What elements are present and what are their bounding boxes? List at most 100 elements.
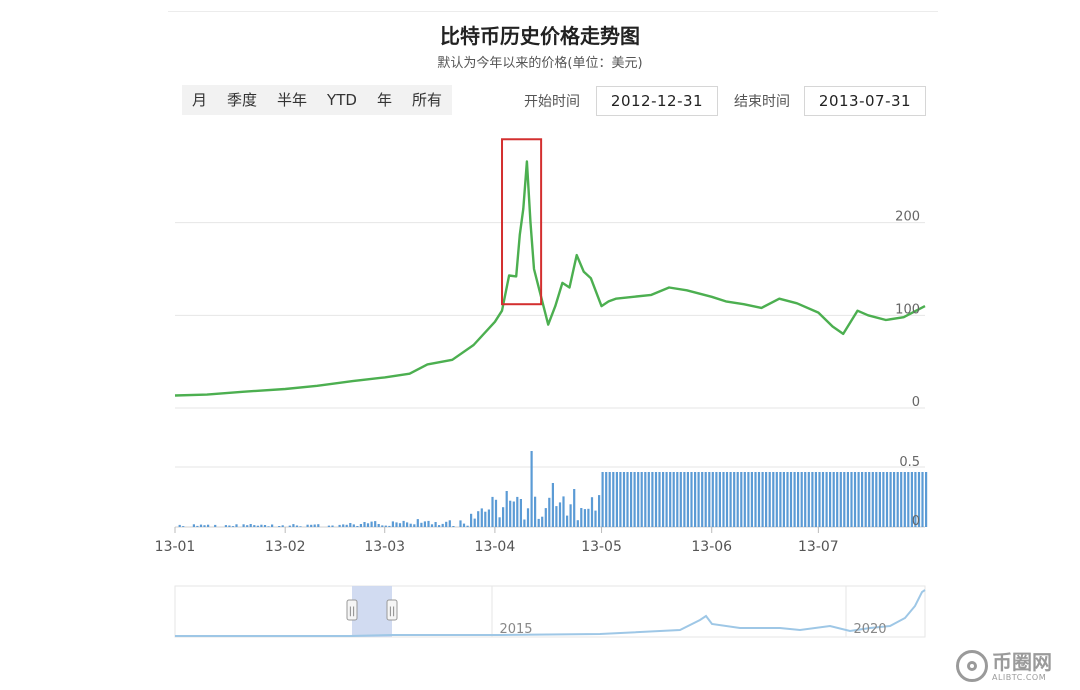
navigator-right-handle[interactable] (386, 599, 398, 621)
volume-bar (349, 523, 352, 527)
volume-bar (235, 524, 238, 527)
volume-bar (829, 472, 832, 527)
volume-bar (384, 525, 387, 527)
price-y-axis: 0 100 200 (895, 210, 920, 410)
range-selector: 月 季度 半年 YTD 年 所有 (182, 85, 452, 115)
volume-bar (288, 525, 291, 527)
x-tick-label: 13-07 (798, 539, 839, 555)
navigator-left-handle[interactable] (346, 599, 358, 621)
volume-bar (331, 525, 334, 527)
volume-bar (736, 472, 739, 527)
volume-bar (388, 525, 391, 527)
volume-bar (676, 472, 679, 527)
range-year-button[interactable]: 年 (376, 91, 392, 109)
volume-bar (313, 524, 316, 527)
volume-bar (406, 522, 409, 527)
volume-bar (704, 472, 707, 527)
volume-bar (299, 526, 302, 527)
volume-bar (555, 506, 558, 527)
volume-bar (427, 520, 430, 527)
volume-bar (512, 501, 515, 527)
range-all-button[interactable]: 所有 (411, 91, 442, 109)
volume-bar (271, 524, 274, 527)
price-gridlines (175, 222, 925, 409)
x-tick-label: 13-06 (691, 539, 732, 555)
volume-bar (818, 472, 821, 527)
volume-bar (576, 520, 579, 527)
volume-bar (445, 521, 448, 527)
volume-bar (800, 472, 803, 527)
watermark-domain: ALIBTC.COM (992, 672, 1047, 682)
range-month-button[interactable]: 月 (192, 91, 208, 109)
volume-bar (630, 472, 633, 527)
volume-bar (523, 519, 526, 527)
volume-bar (893, 472, 896, 527)
volume-bar (733, 472, 736, 527)
volume-bar (797, 472, 800, 527)
volume-bar (256, 525, 259, 527)
volume-bar (825, 472, 828, 527)
chart-subtitle: 默认为今年以来的价格(单位：美元) (437, 56, 643, 71)
volume-bar (526, 508, 530, 527)
volume-bar (619, 472, 622, 527)
volume-bar (178, 524, 181, 527)
volume-bar (519, 499, 522, 527)
volume-bar (622, 472, 626, 527)
range-ytd-button[interactable]: YTD (327, 91, 357, 109)
volume-bar (662, 472, 665, 527)
volume-bar (374, 521, 377, 527)
volume-bar (868, 472, 871, 527)
volume-bar (885, 472, 889, 527)
volume-bar (398, 523, 402, 527)
volume-bar (839, 472, 842, 527)
volume-bar (551, 483, 554, 527)
volume-bar (402, 520, 405, 527)
navigator-frame (174, 585, 926, 638)
volume-bar (807, 472, 810, 527)
volume-bar (747, 472, 750, 527)
x-tick-label: 13-03 (364, 539, 405, 555)
volume-bar (516, 496, 519, 527)
volume-bar (356, 526, 359, 527)
end-date-input[interactable]: 2013-07-31 (804, 86, 926, 116)
volume-bar (370, 521, 373, 527)
volume-bar (480, 508, 483, 527)
start-date-input[interactable]: 2012-12-31 (596, 86, 718, 116)
volume-bar (686, 472, 689, 527)
volume-bar (441, 523, 444, 527)
volume-bar (786, 472, 789, 527)
navigator-selected-range[interactable] (352, 586, 392, 637)
navigator-label: 2015 (499, 622, 532, 637)
volume-bar (494, 499, 498, 527)
x-tick-label: 13-04 (475, 539, 516, 555)
volume-bar (267, 526, 270, 527)
navigator-label: 2020 (853, 622, 886, 637)
volume-bar (366, 523, 370, 527)
range-half-year-button[interactable]: 半年 (277, 91, 308, 109)
volume-bar (292, 524, 295, 527)
volume-bar (690, 472, 693, 527)
volume-bar (544, 508, 547, 527)
range-quarter-button[interactable]: 季度 (227, 91, 258, 109)
volume-bar (910, 472, 913, 527)
volume-bar (580, 508, 583, 527)
volume-bar (832, 472, 835, 527)
volume-bar (846, 472, 849, 527)
volume-bar (509, 500, 512, 527)
volume-bar (263, 525, 267, 527)
volume-bar (626, 472, 629, 527)
volume-bars (178, 451, 928, 527)
volume-bar (917, 472, 921, 527)
volume-bar (569, 504, 572, 527)
volume-bar (665, 472, 668, 527)
navigator-series-line (175, 589, 926, 637)
volume-bar (875, 472, 878, 527)
volume-bar (900, 472, 903, 527)
volume-bar (459, 520, 462, 527)
volume-bar (462, 523, 466, 527)
volume-bar (423, 521, 426, 527)
volume-bar (697, 472, 700, 527)
volume-bar (594, 510, 597, 527)
price-y-tick-label: 200 (895, 210, 920, 225)
